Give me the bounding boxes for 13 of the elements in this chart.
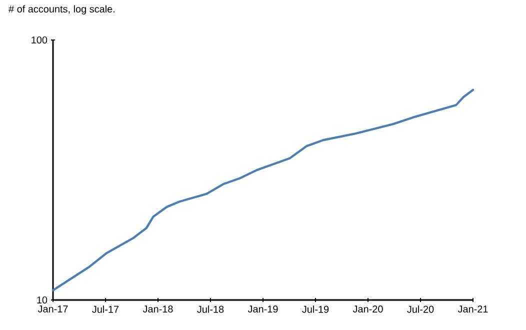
x-tick-label: Jan-21 [458,306,488,313]
x-tick-label: Jul-20 [407,306,434,313]
y-tick-label: 10 [37,296,48,304]
x-tick-label: Jan-18 [142,306,173,313]
x-tick-label: Jan-19 [248,306,278,313]
x-tick-label: Jul-17 [92,306,119,313]
x-tick-label: Jul-18 [197,306,224,313]
x-tick-label: Jan-17 [38,306,68,312]
x-tick-label: Jul-19 [302,306,329,313]
line-series [52,88,474,292]
chart-title: # of accounts, log scale. [8,5,114,14]
x-tick-label: Jan-20 [352,306,383,313]
y-tick-label: 100 [32,36,48,44]
